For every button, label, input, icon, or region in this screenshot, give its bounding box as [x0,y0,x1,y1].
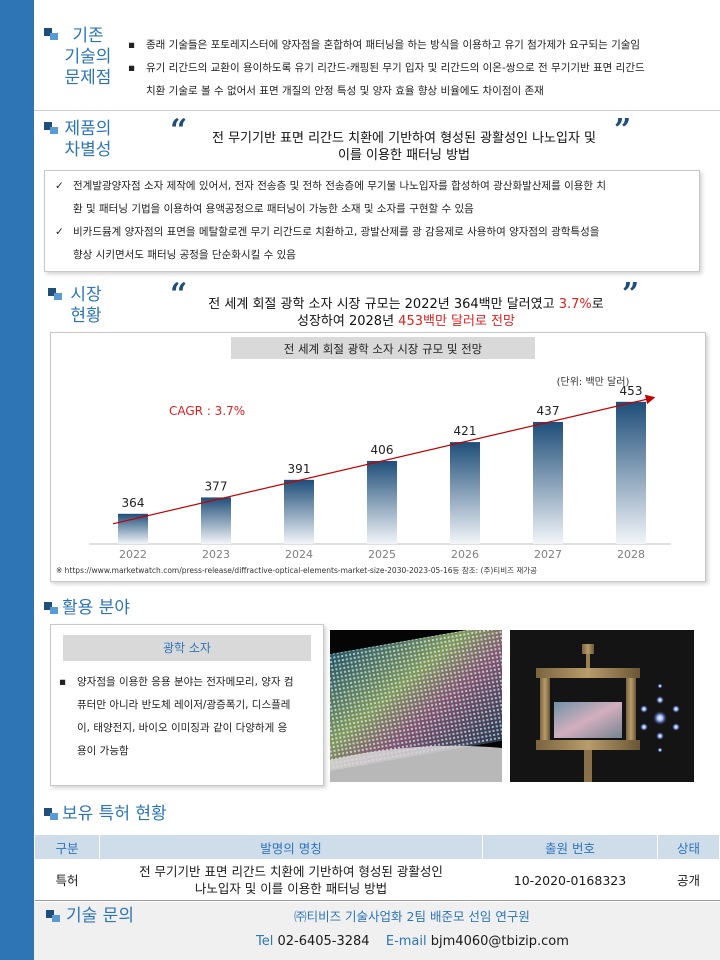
cagr-trend-arrow [112,394,656,525]
contact-org: ㈜티비즈 기술사업화 2팀 배준모 선임 연구원 [294,909,530,924]
bar-2024 [284,479,314,544]
x-tick-label: 2025 [368,548,396,561]
application-card: 광학 소자 ▪ 양자점을 이용한 응용 분야는 전자메모리, 양자 컴 퓨터만 … [50,624,324,786]
patent-number: 10-2020-0168323 [482,859,658,901]
bar-value-label: 421 [454,424,477,438]
quantum-dot-film-photo [330,630,502,782]
column-header: 구분 [34,834,100,860]
section-title-differentiation: 제품의 차별성 [64,119,112,160]
column-header: 상태 [657,834,720,860]
tel-label: Tel [256,934,274,949]
section-bullet-icon [48,288,62,300]
left-accent-bar [0,0,34,960]
problems-list: ▪ 종래 기술들은 포토레지스터에 양자점을 혼합하여 패터닝을 하는 방식을 이… [128,34,645,103]
section-bullet-icon [44,122,58,134]
patent-type: 특허 [34,859,100,901]
divider [34,110,720,111]
patent-status: 공개 [657,859,720,901]
chart-card: 전 세계 회절 광학 소자 시장 규모 및 전망 (단위: 백만 달러) CAG… [50,332,706,582]
bar-value-label: 364 [122,496,145,510]
bar-2025 [367,460,397,544]
bar-value-label: 406 [371,443,394,457]
section-bullet-icon [46,910,60,922]
bar-value-label: 391 [288,462,311,476]
bar-value-label: 453 [620,384,643,398]
chart-source: ※ https://www.marketwatch.com/press-rele… [56,566,538,575]
list-item: ▪ 유기 리간드의 교환이 용이하도록 유기 리간드-캐핑된 무기 입자 및 리간… [128,62,645,97]
column-header: 발명의 명칭 [99,834,483,860]
section-bullet-icon [44,808,58,820]
bar-2022 [118,513,148,544]
bar-2027 [533,421,563,544]
bar-value-label: 437 [537,404,560,418]
application-card-title: 광학 소자 [63,635,311,661]
contact-band [34,902,720,960]
x-tick-label: 2024 [285,548,313,561]
open-quote-icon: “ [170,113,188,148]
patent-name: 전 무기기반 표면 리간드 치환에 기반하여 형성된 광활성인 나노입자 및 이를… [99,859,483,901]
x-tick-label: 2027 [534,548,562,561]
x-tick-label: 2022 [119,548,147,561]
section-title-contact: 기술 문의 [66,906,134,926]
email-label: E-mail [385,934,427,949]
market-chart: 전 세계 회절 광학 소자 시장 규모 및 전망 (단위: 백만 달러) CAG… [89,337,671,561]
cagr-label: CAGR : 3.7% [169,404,245,418]
section-title-patents: 보유 특허 현황 [62,804,167,824]
bar-2023 [201,497,231,544]
bar-2026 [450,442,480,544]
diffraction-setup-photo [510,630,694,782]
close-quote-icon: ” [614,113,632,148]
x-tick-label: 2026 [451,548,479,561]
x-tick-label: 2028 [617,548,645,561]
chart-title: 전 세계 회절 광학 소자 시장 규모 및 전망 [284,342,483,356]
open-quote-icon: “ [170,277,188,312]
chart-title-bg [231,337,535,359]
email-address[interactable]: bjm4060@tbizip.com [430,934,569,949]
differentiation-box: ✓ 전계발광양자점 소자 제작에 있어서, 전자 전송층 및 전하 전송층에 무기… [44,170,700,272]
bar-2028 [616,401,646,544]
list-item: ▪ 양자점을 이용한 응용 분야는 전자메모리, 양자 컴 퓨터만 아니라 반도… [59,676,294,757]
section-bullet-icon [44,602,58,614]
chart-unit: (단위: 백만 달러) [557,375,630,388]
table-header-row: 구분 발명의 명칭 출원 번호 상태 [34,834,720,860]
table-row: 특허 전 무기기반 표면 리간드 치환에 기반하여 형성된 광활성인 나노입자 및… [34,859,720,901]
contact-details: Tel 02-6405-3284 E-mail bjm4060@tbizip.c… [256,934,569,949]
market-quote: 전 세계 회절 광학 소자 시장 규모는 2022년 364백만 달러였고 3.… [208,297,604,329]
close-quote-icon: ” [622,277,640,312]
section-title-applications: 활용 분야 [62,598,130,618]
list-item: ✓ 비카드뮴계 양자점의 표면을 메탈할로겐 무기 리간드로 치환하고, 광발산제… [55,226,600,261]
list-item: ✓ 전계발광양자점 소자 제작에 있어서, 전자 전송층 및 전하 전송층에 무기… [55,180,607,215]
column-header: 출원 번호 [482,834,658,860]
differentiation-quote: 전 무기기반 표면 리간드 치환에 기반하여 형성된 광활성인 나노입자 및 이… [211,131,597,163]
section-title-problems: 기존 기술의 문제점 [64,26,112,88]
tel-number: 02-6405-3284 [277,934,370,949]
section-title-market: 시장 현황 [70,285,102,326]
bar-value-label: 377 [205,479,228,493]
x-tick-label: 2023 [202,548,230,561]
list-item: ▪ 종래 기술들은 포토레지스터에 양자점을 혼합하여 패터닝을 하는 방식을 이… [128,39,641,51]
patent-table: 구분 발명의 명칭 출원 번호 상태 특허 전 무기기반 표면 리간드 치환에 … [34,834,720,901]
section-bullet-icon [44,28,58,40]
